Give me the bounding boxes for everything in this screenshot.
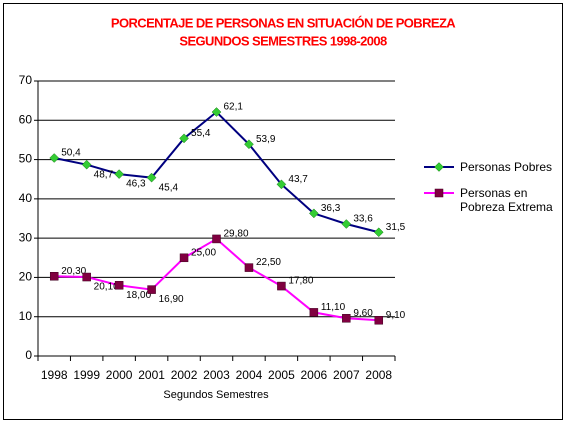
data-label: 18,00	[126, 290, 151, 301]
point-marker	[179, 253, 189, 263]
y-tick-label: 30	[19, 230, 33, 244]
point-marker	[211, 107, 222, 117]
data-label: 9,60	[353, 308, 373, 319]
data-label: 55,4	[191, 128, 211, 139]
data-label: 53,9	[256, 134, 276, 145]
x-tick-label: 2001	[138, 368, 165, 382]
y-tick-label: 10	[19, 309, 33, 323]
data-label: 48,7	[94, 169, 114, 180]
legend: Personas Pobres Personas en Pobreza Extre…	[422, 160, 562, 226]
point-marker	[373, 227, 384, 238]
data-label: 46,3	[126, 179, 146, 190]
point-marker	[341, 219, 352, 229]
point-marker	[309, 208, 319, 219]
point-marker	[146, 172, 157, 183]
frame	[3, 3, 563, 420]
data-label: 33,6	[353, 214, 373, 225]
x-tick-label: 2008	[365, 368, 392, 382]
data-label: 22,50	[256, 257, 281, 268]
data-label: 16,90	[159, 294, 184, 305]
point-marker	[434, 188, 444, 198]
y-tick-label: 0	[25, 348, 32, 362]
point-marker	[147, 285, 156, 294]
chart-title: PORCENTAJE DE PERSONAS EN SITUACIÓN DE P…	[111, 15, 456, 30]
point-marker	[434, 162, 444, 172]
y-tick-label: 70	[19, 73, 33, 87]
data-label: 31,5	[386, 222, 406, 233]
data-label: 11,10	[321, 302, 346, 313]
point-marker	[49, 153, 60, 163]
legend-label: Personas Pobres	[460, 160, 553, 174]
point-marker	[374, 316, 384, 325]
data-label: 29,80	[224, 229, 249, 240]
y-tick-label: 50	[19, 152, 33, 166]
data-label: 25,00	[191, 247, 216, 258]
data-label: 43,7	[288, 174, 308, 185]
point-marker	[309, 308, 319, 317]
data-label: 17,80	[288, 276, 313, 287]
point-marker	[49, 272, 59, 281]
point-marker	[276, 179, 287, 190]
point-marker	[114, 169, 124, 179]
legend-item: Personas en Pobreza Extrema	[422, 186, 562, 214]
x-tick-label: 2007	[333, 368, 360, 382]
chart-subtitle: SEGUNDOS SEMESTRES 1998-2008	[179, 33, 387, 48]
point-marker	[82, 272, 91, 282]
point-marker	[342, 314, 351, 323]
data-label: 50,4	[61, 148, 81, 159]
x-tick-label: 2006	[301, 368, 328, 382]
x-tick-label: 2000	[106, 368, 133, 382]
x-tick-label: 1998	[41, 368, 68, 382]
data-label: 9,10	[386, 310, 406, 321]
legend-label: Personas en Pobreza Extrema	[460, 186, 553, 214]
point-marker	[277, 281, 286, 291]
point-marker	[244, 263, 254, 272]
y-tick-label: 60	[19, 112, 33, 126]
data-label: 36,3	[321, 203, 341, 214]
point-marker	[212, 234, 221, 244]
y-tick-label: 40	[19, 191, 33, 205]
point-marker	[179, 133, 189, 144]
data-label: 45,4	[159, 182, 179, 193]
x-tick-label: 2002	[171, 368, 198, 382]
legend-swatch	[424, 162, 454, 172]
legend-swatch	[424, 188, 454, 198]
x-axis-label: Segundos Semestres	[163, 389, 269, 401]
x-tick-label: 2003	[203, 368, 230, 382]
data-label: 62,1	[224, 102, 244, 113]
y-tick-label: 20	[19, 270, 33, 284]
point-marker	[114, 281, 124, 290]
legend-item: Personas Pobres	[422, 160, 562, 174]
x-tick-label: 2005	[268, 368, 295, 382]
data-label: 20,30	[61, 266, 86, 277]
point-marker	[244, 139, 254, 150]
data-label: 20,10	[94, 282, 119, 293]
x-tick-label: 2004	[236, 368, 263, 382]
x-tick-label: 1999	[73, 368, 100, 382]
point-marker	[81, 159, 92, 170]
